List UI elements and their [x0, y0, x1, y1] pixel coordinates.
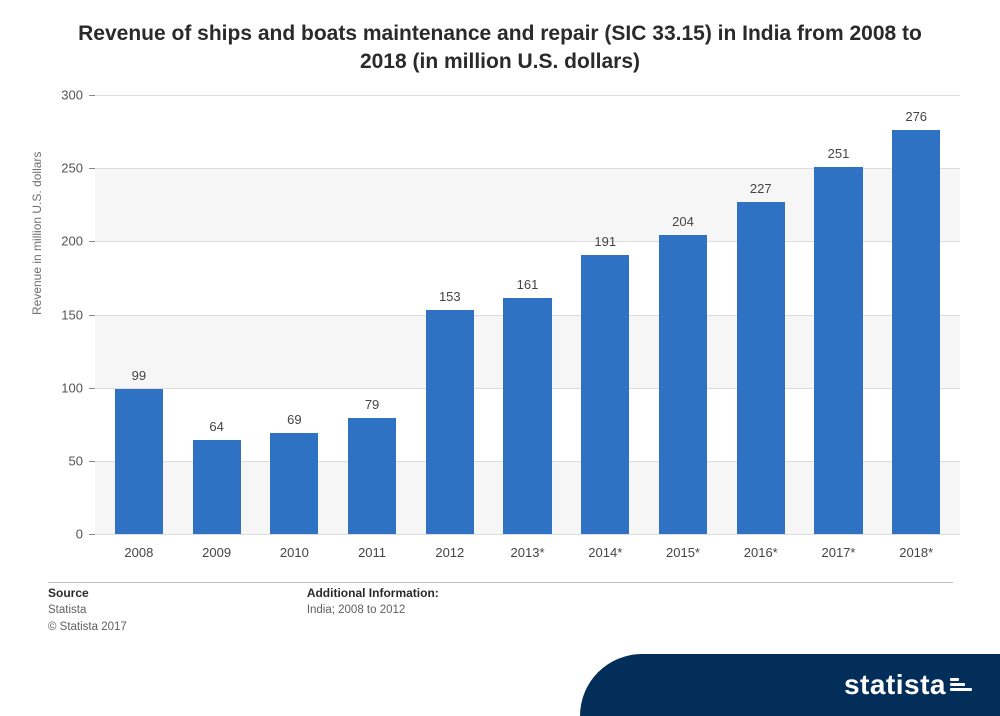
bar-slot: 153	[411, 95, 489, 534]
statista-logo: statista	[580, 654, 1000, 716]
x-tick-label: 2011	[333, 545, 411, 560]
chart-area: 050100150200250300 996469791531611912042…	[95, 95, 960, 535]
bar-value-label: 161	[517, 277, 539, 292]
x-tick-label: 2015*	[644, 545, 722, 560]
bar-slot: 227	[722, 95, 800, 534]
x-axis-labels: 200820092010201120122013*2014*2015*2016*…	[95, 545, 960, 560]
y-axis-title: Revenue in million U.S. dollars	[30, 152, 44, 315]
bar[interactable]: 99	[115, 389, 163, 534]
x-tick-label: 2009	[178, 545, 256, 560]
chart-container: Revenue of ships and boats maintenance a…	[0, 0, 1000, 716]
bar-value-label: 153	[439, 289, 461, 304]
bar-value-label: 204	[672, 214, 694, 229]
bar[interactable]: 227	[737, 202, 785, 534]
chart-title: Revenue of ships and boats maintenance a…	[0, 0, 1000, 87]
x-tick-label: 2017*	[800, 545, 878, 560]
bar-value-label: 79	[365, 397, 379, 412]
y-tick-label: 200	[61, 234, 83, 249]
logo-bars-icon	[950, 673, 972, 695]
bar-value-label: 276	[905, 109, 927, 124]
x-tick-label: 2010	[255, 545, 333, 560]
bar-slot: 276	[877, 95, 955, 534]
bar[interactable]: 161	[503, 298, 551, 534]
bar[interactable]: 79	[348, 418, 396, 534]
footer: Source Statista © Statista 2017 Addition…	[48, 584, 948, 637]
bar-value-label: 69	[287, 412, 301, 427]
additional-info-text: India; 2008 to 2012	[307, 602, 439, 619]
logo-wave-light	[440, 684, 630, 716]
y-tick-label: 50	[69, 453, 83, 468]
bar[interactable]: 251	[814, 167, 862, 534]
grid-line	[95, 534, 960, 535]
bar[interactable]: 153	[426, 310, 474, 534]
bar-slot: 191	[566, 95, 644, 534]
bar-slot: 64	[178, 95, 256, 534]
bar[interactable]: 276	[892, 130, 940, 534]
bar[interactable]: 191	[581, 255, 629, 534]
bar-slot: 79	[333, 95, 411, 534]
logo-wave-mid	[510, 668, 650, 716]
y-tick-label: 300	[61, 88, 83, 103]
bar-value-label: 227	[750, 181, 772, 196]
y-tick-label: 250	[61, 161, 83, 176]
y-tick-label: 100	[61, 380, 83, 395]
bar-slot: 204	[644, 95, 722, 534]
x-tick-label: 2018*	[877, 545, 955, 560]
bar-slot: 161	[489, 95, 567, 534]
source-text: Statista	[48, 602, 127, 619]
bar-slot: 99	[100, 95, 178, 534]
x-tick-label: 2008	[100, 545, 178, 560]
bar-value-label: 64	[209, 419, 223, 434]
bar-value-label: 251	[828, 146, 850, 161]
x-tick-label: 2016*	[722, 545, 800, 560]
bar[interactable]: 64	[193, 440, 241, 534]
bar-slot: 251	[800, 95, 878, 534]
copyright-text: © Statista 2017	[48, 619, 127, 636]
x-tick-label: 2012	[411, 545, 489, 560]
bar-value-label: 99	[132, 368, 146, 383]
bar[interactable]: 204	[659, 235, 707, 534]
y-tick-label: 150	[61, 307, 83, 322]
bar-slot: 69	[255, 95, 333, 534]
logo-word: statista	[844, 669, 946, 701]
source-heading: Source	[48, 584, 127, 602]
bars-group: 99 64 69 79 153 161 191 204 227 251 276	[95, 95, 960, 534]
bar-value-label: 191	[594, 234, 616, 249]
bar[interactable]: 69	[270, 433, 318, 534]
source-block: Source Statista © Statista 2017	[48, 584, 127, 637]
additional-info-heading: Additional Information:	[307, 584, 439, 602]
logo-text: statista	[844, 669, 972, 701]
plot: 050100150200250300 996469791531611912042…	[95, 95, 960, 535]
y-tick-label: 0	[76, 527, 83, 542]
x-tick-label: 2014*	[566, 545, 644, 560]
y-tick-mark	[89, 534, 95, 535]
additional-info-block: Additional Information: India; 2008 to 2…	[307, 584, 439, 637]
x-tick-label: 2013*	[489, 545, 567, 560]
